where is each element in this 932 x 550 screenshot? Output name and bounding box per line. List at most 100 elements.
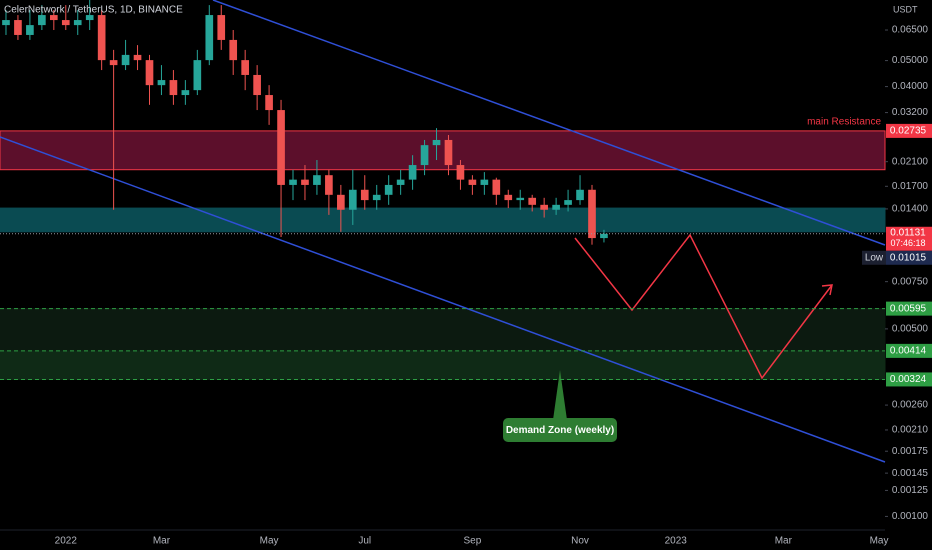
candle-body bbox=[169, 80, 178, 96]
low-name: Low bbox=[865, 252, 884, 263]
zone bbox=[0, 130, 886, 171]
callout-box bbox=[503, 418, 617, 442]
x-tick-label: Jul bbox=[358, 536, 371, 547]
candle-body bbox=[289, 179, 297, 185]
x-tick-label: Mar bbox=[775, 536, 793, 547]
price-label-box bbox=[886, 372, 932, 387]
candle-body bbox=[337, 194, 345, 210]
candle-body bbox=[193, 60, 202, 91]
candle-body bbox=[444, 139, 453, 166]
candle-body bbox=[85, 15, 94, 21]
candle-body bbox=[301, 179, 309, 185]
y-tick-label: 0.04000 bbox=[892, 81, 929, 92]
candle-body bbox=[540, 204, 548, 210]
candle-body bbox=[396, 179, 405, 185]
candle-body bbox=[26, 25, 34, 35]
x-tick-label: Mar bbox=[153, 536, 171, 547]
candle-body bbox=[600, 233, 608, 239]
y-tick-label: 0.00145 bbox=[892, 468, 929, 479]
candle-body bbox=[456, 165, 465, 180]
candle-body bbox=[38, 15, 46, 26]
price-label: 0.00324 bbox=[890, 374, 927, 385]
candle-body bbox=[205, 15, 214, 61]
low-name-box bbox=[862, 250, 886, 265]
candle-body bbox=[528, 197, 537, 205]
price-label: 0.00414 bbox=[890, 346, 927, 357]
candle-body bbox=[157, 80, 166, 86]
x-tick-label: Nov bbox=[571, 536, 589, 547]
zone bbox=[0, 308, 886, 352]
chart-title: CelerNetwork / TetherUS, 1D, BINANCE bbox=[4, 5, 183, 16]
channel-lower bbox=[0, 136, 886, 463]
y-tick-label: 0.06500 bbox=[892, 25, 929, 36]
candle-body bbox=[121, 54, 130, 66]
x-tick-label: 2022 bbox=[55, 536, 78, 547]
last-price-box bbox=[886, 226, 932, 251]
candle-body bbox=[468, 179, 477, 185]
x-tick-label: May bbox=[870, 536, 889, 547]
candle-body bbox=[420, 145, 429, 166]
candle-body bbox=[217, 15, 226, 40]
candle-body bbox=[313, 175, 321, 185]
candle-body bbox=[109, 60, 118, 66]
candle-body bbox=[564, 200, 572, 205]
x-tick-label: Sep bbox=[464, 536, 482, 547]
candle-body bbox=[360, 189, 369, 201]
candle-body bbox=[384, 184, 393, 195]
candle-body bbox=[552, 204, 560, 210]
zone bbox=[0, 350, 886, 380]
price-label-box bbox=[886, 343, 932, 358]
x-tick-label: 2023 bbox=[665, 536, 688, 547]
candle-body bbox=[408, 165, 417, 180]
candle-body bbox=[492, 179, 501, 195]
callout-text: Demand Zone (weekly) bbox=[506, 425, 614, 436]
candle-body bbox=[325, 175, 333, 195]
candle-body bbox=[348, 189, 357, 210]
candle-body bbox=[504, 194, 513, 201]
candle-body bbox=[133, 54, 142, 61]
candle-body bbox=[229, 39, 238, 61]
y-tick-label: 0.00125 bbox=[892, 485, 929, 496]
axis-unit: USDT bbox=[893, 4, 918, 14]
y-tick-label: 0.03200 bbox=[892, 107, 929, 118]
resistance-label: main Resistance bbox=[807, 117, 881, 128]
channel-upper bbox=[212, 0, 886, 246]
y-tick-label: 0.00260 bbox=[892, 400, 929, 411]
price-axis: 0.06500 0.05000 0.04000 0.03200 0.02100 0.017… bbox=[0, 25, 932, 547]
candle-body bbox=[49, 15, 58, 21]
y-tick-label: 0.00750 bbox=[892, 276, 929, 287]
candle-body bbox=[576, 189, 584, 201]
y-tick-label: 0.05000 bbox=[892, 55, 929, 66]
candle-body bbox=[145, 60, 154, 86]
candle-body bbox=[277, 110, 285, 185]
price-label-box bbox=[886, 301, 932, 316]
candle-body bbox=[97, 15, 106, 61]
y-tick-label: 0.01400 bbox=[892, 204, 929, 215]
last-price-label: 0.01131 bbox=[890, 227, 926, 238]
candle-body bbox=[588, 189, 596, 239]
callout-pointer bbox=[553, 370, 567, 420]
y-tick-label: 0.00100 bbox=[892, 511, 929, 522]
candles bbox=[2, 0, 608, 245]
candle-body bbox=[241, 60, 249, 75]
candle-body bbox=[432, 139, 441, 146]
countdown-label: 07:46:18 bbox=[890, 238, 925, 248]
zones bbox=[0, 130, 886, 380]
y-tick-label: 0.01700 bbox=[892, 181, 929, 192]
y-tick-label: 0.02100 bbox=[892, 156, 929, 167]
zone bbox=[0, 207, 886, 233]
candle-body bbox=[181, 90, 190, 96]
y-tick-label: 0.00175 bbox=[892, 446, 929, 457]
candle-body bbox=[372, 194, 381, 201]
candle-body bbox=[73, 20, 82, 26]
y-tick-label: 0.00500 bbox=[892, 324, 929, 335]
candle-body bbox=[61, 20, 70, 26]
price-label-box bbox=[886, 123, 932, 138]
projection-arrowhead bbox=[821, 284, 833, 296]
candle-body bbox=[253, 74, 261, 96]
low-value-box bbox=[886, 250, 932, 265]
candle-body bbox=[2, 20, 10, 26]
